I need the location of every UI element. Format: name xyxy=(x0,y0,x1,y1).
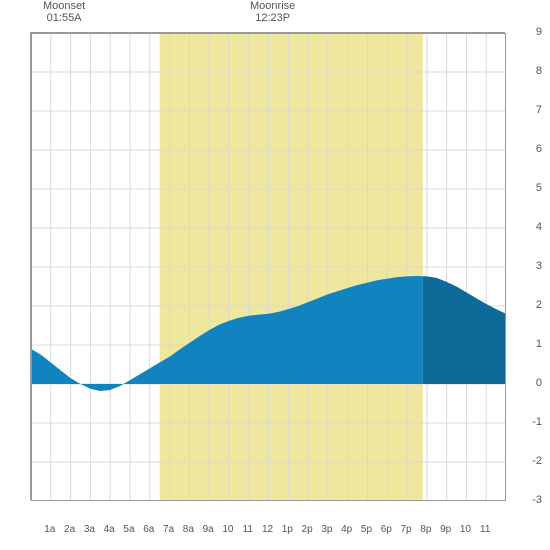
y-tick: 0 xyxy=(536,377,542,389)
x-tick: 11 xyxy=(243,524,253,535)
x-axis: 1a 2a 3a 4a 5a 6a 7a 8a 9a 10 11 12 1p 2p 3p 4p 5p 6p 7p 8p… xyxy=(30,524,505,544)
x-tick: 9p xyxy=(440,524,451,535)
moonset-label: Moonset 01:55A xyxy=(43,0,85,24)
x-tick: 4a xyxy=(104,524,115,535)
y-tick: 2 xyxy=(536,299,542,311)
y-tick: 4 xyxy=(536,221,542,233)
x-tick: 5a xyxy=(123,524,134,535)
y-tick: 5 xyxy=(536,182,542,194)
x-tick: 3p xyxy=(321,524,332,535)
y-tick: 1 xyxy=(536,338,542,350)
top-labels: Moonset 01:55A Moonrise 12:23P xyxy=(0,0,550,30)
x-tick: 2p xyxy=(302,524,313,535)
x-tick: 7p xyxy=(400,524,411,535)
moonrise-time: 12:23P xyxy=(250,12,295,24)
x-tick: 9a xyxy=(203,524,214,535)
x-tick: 2a xyxy=(64,524,75,535)
x-tick: 1a xyxy=(44,524,55,535)
x-tick: 6a xyxy=(143,524,154,535)
x-tick: 6p xyxy=(381,524,392,535)
y-tick: -1 xyxy=(532,416,542,428)
x-tick: 1p xyxy=(282,524,293,535)
y-tick: 6 xyxy=(536,143,542,155)
y-tick: 3 xyxy=(536,260,542,272)
y-axis: -3-2-10123456789 xyxy=(522,32,542,500)
x-tick: 5p xyxy=(361,524,372,535)
moonrise-label: Moonrise 12:23P xyxy=(250,0,295,24)
x-tick: 10 xyxy=(460,524,471,535)
y-tick: 7 xyxy=(536,104,542,116)
tide-chart-container: Moonset 01:55A Moonrise 12:23P -3-2-1012… xyxy=(0,0,550,550)
x-tick: 3a xyxy=(84,524,95,535)
plot-area xyxy=(30,32,505,500)
x-tick: 10 xyxy=(222,524,233,535)
y-tick: 8 xyxy=(536,65,542,77)
x-tick: 8p xyxy=(420,524,431,535)
x-tick: 8a xyxy=(183,524,194,535)
x-tick: 12 xyxy=(262,524,273,535)
x-tick: 11 xyxy=(480,524,490,535)
chart-svg xyxy=(31,33,506,501)
moonset-time: 01:55A xyxy=(43,12,85,24)
y-tick: -2 xyxy=(532,455,542,467)
moonset-title: Moonset xyxy=(43,0,85,12)
y-tick: 9 xyxy=(536,26,542,38)
x-tick: 4p xyxy=(341,524,352,535)
moonrise-title: Moonrise xyxy=(250,0,295,12)
x-tick: 7a xyxy=(163,524,174,535)
y-tick: -3 xyxy=(532,494,542,506)
